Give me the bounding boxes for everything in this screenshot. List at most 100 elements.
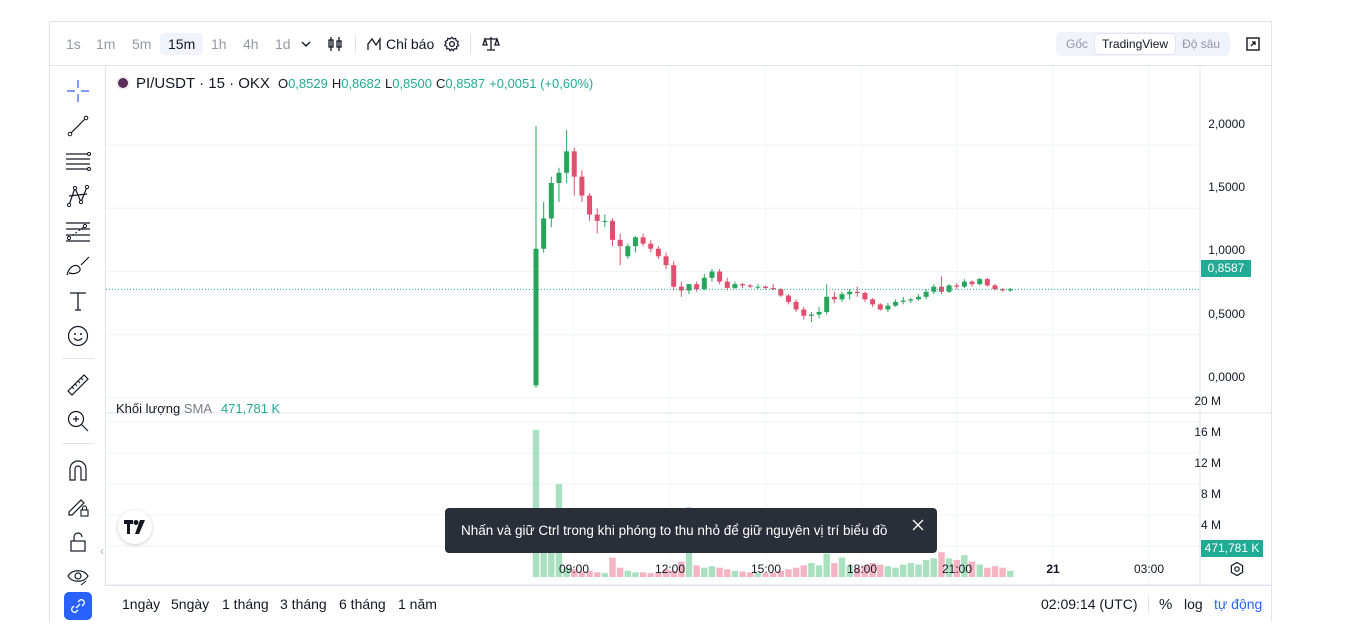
- range-1y[interactable]: 1 năm: [398, 596, 437, 612]
- candlestick-type-icon[interactable]: [325, 33, 345, 55]
- candle-body: [946, 285, 952, 292]
- volume-bar: [670, 570, 677, 577]
- volume-bar: [800, 565, 807, 577]
- indicators-icon[interactable]: [366, 33, 384, 55]
- pattern-icon[interactable]: [64, 182, 92, 210]
- candle-body: [564, 151, 570, 173]
- timeframe-4h[interactable]: 4h: [243, 36, 259, 52]
- crosshair-icon[interactable]: [64, 77, 92, 105]
- current-price-tag: 0,8587: [1201, 260, 1251, 277]
- candle-body: [954, 285, 960, 287]
- candle-body: [908, 299, 914, 301]
- chevron-left-icon[interactable]: ‹: [100, 544, 104, 558]
- candle-body: [579, 176, 585, 196]
- candle-body: [671, 265, 677, 287]
- brush-icon[interactable]: [64, 252, 92, 280]
- chart-legend: PI/USDT · 15 · OKX O 0,8529 H 0,8682 L 0,85…: [116, 73, 597, 93]
- view-switcher: Gốc TradingView Độ sâu: [1056, 32, 1231, 56]
- volume-legend: Khối lượng SMA 471,781 K: [116, 401, 280, 416]
- zoom-in-icon[interactable]: [64, 407, 92, 435]
- timeframe-5m[interactable]: 5m: [132, 36, 152, 52]
- fullscreen-icon[interactable]: [1244, 33, 1262, 55]
- timeframe-1d[interactable]: 1d: [275, 36, 291, 52]
- chevron-down-icon[interactable]: [298, 33, 314, 55]
- volume-bar: [754, 573, 762, 577]
- settings-gear-icon[interactable]: [1229, 561, 1245, 577]
- candle-body: [747, 285, 753, 287]
- volume-bar: [563, 567, 570, 577]
- emoji-icon[interactable]: [64, 322, 92, 350]
- chart-widget: 1s 1m 5m 15m 1h 4h 1d Chỉ báo Gốc Tradin…: [49, 21, 1272, 622]
- view-original[interactable]: Gốc: [1066, 37, 1089, 51]
- volume-title[interactable]: Khối lượng: [116, 401, 181, 416]
- range-6m[interactable]: 6 tháng: [339, 596, 386, 612]
- link-icon[interactable]: [64, 592, 92, 620]
- trend-line-icon[interactable]: [64, 112, 92, 140]
- timeframe-1h[interactable]: 1h: [211, 36, 227, 52]
- volume-bar: [823, 553, 830, 577]
- unlock-icon[interactable]: [64, 528, 92, 556]
- indicators-button[interactable]: Chỉ báo: [386, 36, 435, 52]
- volume-bar: [655, 572, 662, 577]
- horizontal-lines-icon[interactable]: [64, 147, 92, 175]
- candle-body: [977, 279, 983, 285]
- percent-scale-toggle[interactable]: %: [1159, 596, 1173, 613]
- eye-icon[interactable]: [64, 562, 92, 590]
- volume-axis-label: 20 M: [1194, 394, 1221, 408]
- candle-body: [548, 182, 554, 219]
- volume-bar: [999, 567, 1006, 577]
- price-axis-label: 0,5000: [1208, 307, 1245, 321]
- candle-body: [732, 284, 738, 288]
- volume-bar: [869, 563, 876, 577]
- timeframe-1s[interactable]: 1s: [66, 36, 81, 52]
- volume-bar: [808, 563, 815, 577]
- view-depth[interactable]: Độ sâu: [1182, 37, 1221, 51]
- candle-body: [755, 286, 761, 288]
- candle-body: [594, 214, 600, 221]
- drawing-toolbar: [50, 66, 106, 620]
- volume-bar: [968, 561, 976, 577]
- fib-retracement-icon[interactable]: [64, 217, 92, 245]
- range-3m[interactable]: 3 tháng: [280, 596, 327, 612]
- gear-icon[interactable]: [443, 33, 461, 55]
- volume-bar: [976, 564, 983, 577]
- timeframe-15m[interactable]: 15m: [160, 33, 204, 55]
- symbol-title[interactable]: PI/USDT · 15 · OKX: [136, 74, 270, 92]
- candle-body: [678, 286, 684, 291]
- volume-axis-label: 12 M: [1194, 456, 1221, 470]
- candle-body: [640, 237, 646, 244]
- tradingview-logo[interactable]: [118, 510, 152, 544]
- ruler-icon[interactable]: [64, 371, 92, 399]
- view-tradingview[interactable]: TradingView: [1095, 34, 1176, 54]
- range-1m[interactable]: 1 tháng: [222, 596, 269, 612]
- volume-bar: [769, 572, 777, 577]
- candle-body: [617, 239, 623, 247]
- volume-bar: [907, 563, 915, 577]
- log-scale-toggle[interactable]: log: [1184, 596, 1203, 612]
- volume-bar: [716, 567, 723, 577]
- change-value: +0,0051 (+0,60%): [489, 75, 594, 91]
- text-icon[interactable]: [64, 287, 92, 315]
- candle-body: [938, 286, 944, 292]
- candle-body: [961, 281, 967, 287]
- candle-body: [602, 220, 608, 222]
- timeframe-1m[interactable]: 1m: [96, 36, 116, 52]
- volume-bar: [984, 567, 991, 577]
- candle-body: [885, 305, 891, 310]
- close-icon[interactable]: [909, 516, 927, 534]
- lock-drawing-icon[interactable]: [64, 492, 92, 520]
- compare-scale-icon[interactable]: [481, 33, 501, 55]
- volume-bar: [594, 572, 601, 577]
- auto-scale-toggle[interactable]: tự động: [1214, 596, 1263, 612]
- candle-body: [870, 299, 876, 305]
- range-1d[interactable]: 1ngày: [122, 596, 161, 612]
- candle-body: [785, 295, 791, 302]
- candle-body: [556, 172, 562, 183]
- volume-bar: [647, 573, 654, 577]
- range-5d[interactable]: 5ngày: [171, 596, 210, 612]
- candle-body: [793, 301, 799, 310]
- volume-bar: [762, 573, 769, 577]
- utc-clock[interactable]: 02:09:14 (UTC): [1041, 596, 1138, 612]
- magnet-icon[interactable]: [64, 456, 92, 484]
- volume-bar: [991, 566, 999, 577]
